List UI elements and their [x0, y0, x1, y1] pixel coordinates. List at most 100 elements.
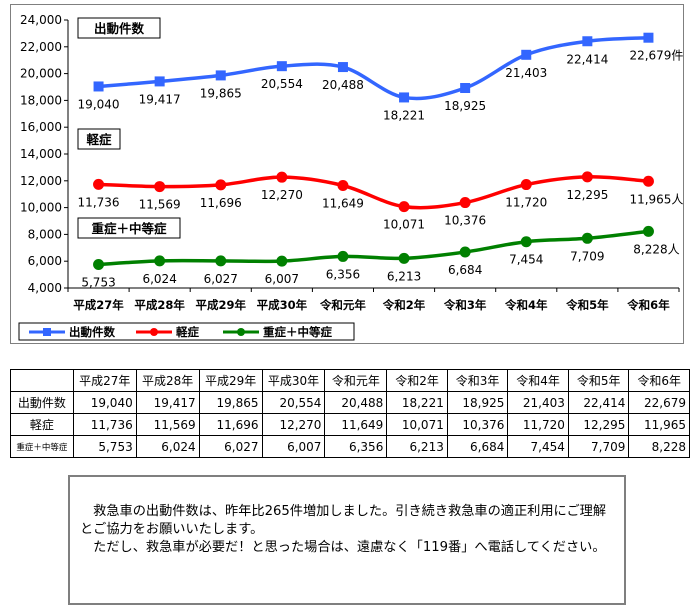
data-label: 18,221: [383, 108, 425, 122]
table-row: 出動件数 19,040 19,417 19,865 20,554 20,488 18,221…: [10, 391, 690, 414]
data-label: 21,403: [505, 66, 547, 80]
series-marker: [643, 32, 654, 43]
legend-marker: [237, 328, 245, 336]
table-row: 重症＋中等症 5,753 6,024 6,027 6,007 6,356 6,213 6,68…: [10, 435, 690, 458]
data-label: 11,720: [505, 196, 547, 210]
series-marker: [399, 92, 410, 103]
series-marker: [276, 255, 288, 267]
series-line: [98, 35, 649, 101]
y-tick-label: 18,000: [20, 93, 62, 107]
table-cell: 19,865: [198, 391, 263, 414]
series-marker: [93, 259, 105, 271]
table-header-row: 平成27年 平成28年 平成29年 平成30年 令和元年 令和2年 令和3年 令和4年 令和5年…: [10, 369, 690, 392]
data-label: 12,295: [566, 188, 608, 202]
table-cell: 12,295: [567, 413, 630, 436]
table-cell: 6,684: [446, 435, 509, 458]
table-header-cell: 平成30年: [261, 369, 326, 392]
table-cell: 10,376: [446, 413, 509, 436]
y-tick-label: 22,000: [20, 40, 62, 54]
series-marker: [521, 49, 532, 60]
legend-label: 重症＋中等症: [263, 325, 332, 339]
series-marker: [582, 36, 593, 47]
data-label: 6,027: [204, 272, 238, 286]
series-box: [77, 128, 121, 150]
table-header-cell: 平成28年: [135, 369, 200, 392]
data-label: 6,007: [265, 272, 299, 286]
series-marker: [154, 76, 165, 87]
table-cell: 11,696: [198, 413, 263, 436]
series-marker: [520, 179, 532, 191]
series-marker: [398, 201, 410, 213]
data-label: 6,356: [326, 267, 360, 281]
table-cell: 11,720: [507, 413, 569, 436]
y-tick-label: 14,000: [20, 147, 62, 161]
x-tick-label: 令和3年: [443, 298, 487, 312]
x-tick-label: 平成30年: [257, 298, 308, 312]
notice-paragraph-1: 救急車の出動件数は、昨年比265件増加しました。引き続き救急車の適正利用にご理解…: [80, 504, 607, 537]
table-cell: 11,965: [628, 413, 690, 436]
series-marker: [460, 83, 471, 94]
table-cell: 5,753: [72, 435, 137, 458]
data-table: 平成27年 平成28年 平成29年 平成30年 令和元年 令和2年 令和3年 令和4年 令和5年…: [10, 369, 690, 458]
series-marker: [459, 197, 471, 209]
series-marker: [215, 179, 227, 191]
table-cell: 22,679: [628, 391, 690, 414]
series-marker: [215, 255, 227, 267]
data-label: 7,709: [570, 249, 604, 263]
series-marker: [398, 252, 410, 264]
table-cell: 21,403: [507, 391, 569, 414]
series-box: [77, 17, 161, 39]
table-row-label: 軽症: [10, 413, 74, 436]
series-marker: [520, 236, 532, 248]
series-line: [98, 229, 649, 267]
data-label: 20,488: [322, 78, 364, 92]
series-marker: [154, 181, 166, 193]
x-tick-label: 平成29年: [195, 298, 246, 312]
table-cell: 22,414: [567, 391, 630, 414]
data-label: 22,414: [566, 52, 608, 66]
data-label: 6,684: [448, 263, 482, 277]
series-marker: [642, 225, 654, 237]
legend-marker: [150, 328, 158, 336]
table-header-cell: 令和6年: [628, 369, 690, 392]
series-box: [77, 217, 181, 239]
data-label: 19,040: [78, 97, 120, 111]
table-cell: 20,554: [261, 391, 326, 414]
table-row: 軽症 11,736 11,569 11,696 12,270 11,649 10,071 10…: [10, 413, 690, 436]
data-label: 19,417: [139, 92, 181, 106]
line-chart: 4,000 6,000 8,000 10,000 12,000 14,000 16,000 1…: [18, 13, 683, 341]
table-header-cell: 令和元年: [324, 369, 388, 392]
x-tick-label: 令和4年: [504, 298, 548, 312]
table-header-cell: 令和3年: [446, 369, 509, 392]
x-tick-label: 令和2年: [382, 298, 426, 312]
y-tick-label: 16,000: [20, 120, 62, 134]
table-row-label: 出動件数: [10, 391, 74, 414]
data-label: 6,024: [142, 272, 176, 286]
table-cell: 6,213: [386, 435, 448, 458]
series-marker: [154, 255, 166, 267]
data-label: 10,376: [444, 214, 486, 228]
table-header-cell: 令和4年: [507, 369, 569, 392]
legend-marker: [43, 328, 51, 336]
table-cell: 7,709: [567, 435, 630, 458]
y-tick-label: 10,000: [20, 201, 62, 215]
series-box-label: 重症＋中等症: [91, 221, 167, 236]
x-tick-label: 令和6年: [626, 298, 670, 312]
data-label: 6,213: [387, 269, 421, 283]
x-tick-label: 令和元年: [319, 298, 366, 312]
series-marker: [459, 246, 471, 258]
table-cell: 7,454: [507, 435, 569, 458]
series-box-label: 出動件数: [94, 21, 145, 36]
table-header-cell: 平成27年: [72, 369, 137, 392]
series-box-label: 軽症: [86, 132, 112, 147]
y-tick-label: 6,000: [28, 254, 62, 268]
data-label: 11,569: [139, 198, 181, 212]
table-header-cell: 令和2年: [386, 369, 448, 392]
data-label: 11,736: [78, 195, 120, 209]
series-marker: [337, 62, 348, 73]
series-marker: [93, 81, 104, 92]
y-tick-label: 8,000: [28, 227, 62, 241]
legend-label: 出動件数: [69, 325, 115, 339]
data-label: 12,270: [261, 188, 303, 202]
data-label: 22,679件: [629, 49, 683, 63]
